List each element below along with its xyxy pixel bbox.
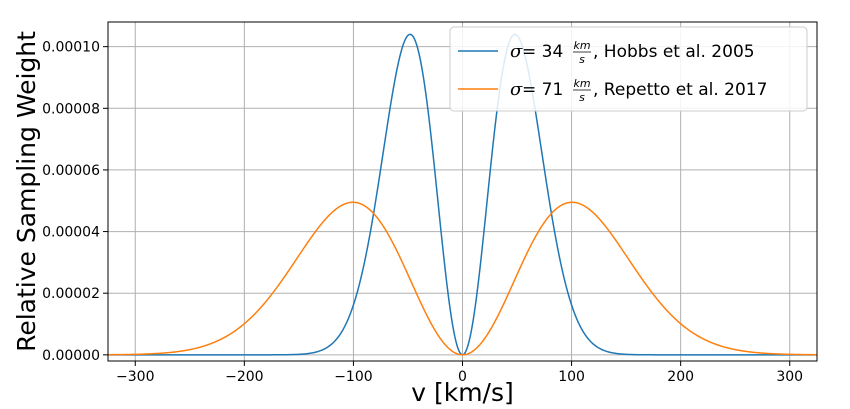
x-tick-label: −300 <box>116 369 154 385</box>
x-tick-label: −100 <box>334 369 372 385</box>
legend-unit-num-1: km <box>573 39 590 52</box>
y-tick-label: 0.00006 <box>42 163 100 179</box>
series-lines <box>108 33 817 356</box>
legend-sigma-1: σ <box>510 41 523 62</box>
x-tick-label: −200 <box>225 369 263 385</box>
x-axis-label: v [km/s] <box>411 378 514 407</box>
legend-unit-den-1: s <box>579 53 585 66</box>
y-axis-label: Relative Sampling Weight <box>12 31 41 352</box>
legend-sigma-2: σ <box>510 79 523 100</box>
legend-unit-den-2: s <box>579 91 585 104</box>
y-tick-label: 0.00004 <box>42 225 100 241</box>
x-axis-ticks: −300 −200 −100 0 100 200 300 <box>116 361 803 385</box>
y-axis-ticks: 0.00000 0.00002 0.00004 0.00006 0.00008 0.000… <box>42 40 108 364</box>
series-line-2 <box>108 201 817 356</box>
y-tick-label: 0.00010 <box>42 40 100 56</box>
legend-value-2: = 71 <box>522 80 563 100</box>
y-tick-label: 0.00000 <box>42 348 100 364</box>
x-tick-label: 300 <box>776 369 803 385</box>
y-tick-label: 0.00002 <box>42 286 100 302</box>
x-tick-label: 200 <box>667 369 694 385</box>
legend-source-1: , Hobbs et al. 2005 <box>593 42 755 62</box>
legend-value-1: = 34 <box>522 42 563 62</box>
x-tick-label: 0 <box>458 369 467 385</box>
y-tick-label: 0.00008 <box>42 101 100 117</box>
legend-unit-num-2: km <box>573 77 590 90</box>
legend-source-2: , Repetto et al. 2017 <box>593 80 767 100</box>
legend-box <box>449 26 808 112</box>
x-tick-label: 100 <box>558 369 585 385</box>
